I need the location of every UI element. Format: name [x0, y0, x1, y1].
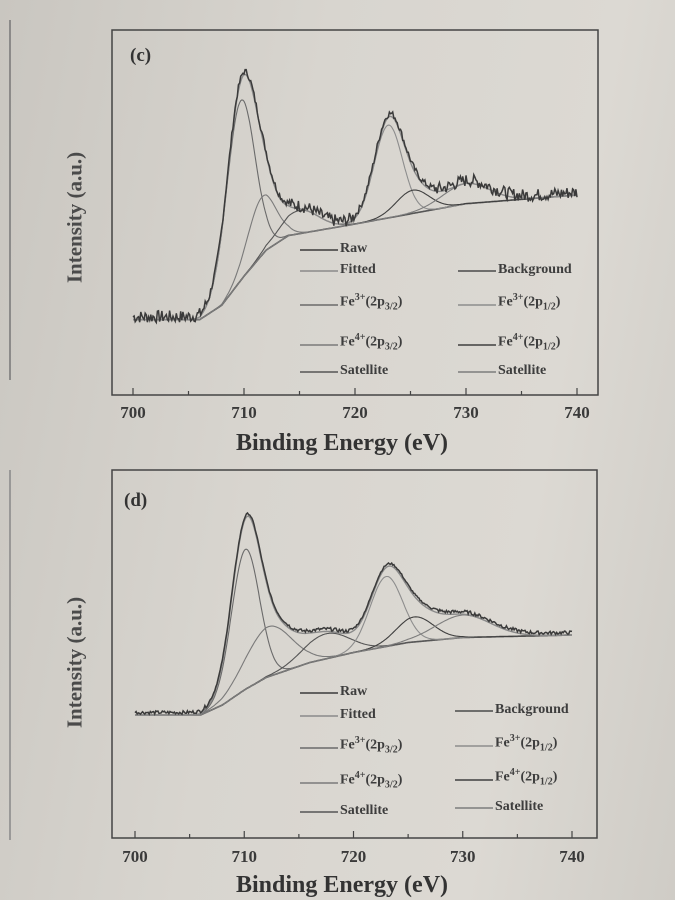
x-tick-label: 720 [341, 847, 367, 866]
x-tick-label: 710 [231, 403, 257, 422]
series-fe3_32 [133, 99, 578, 321]
legend-text-pre: (2p [520, 735, 540, 751]
legend-entry-fe4_12: Fe4+(2p1/2) [495, 767, 557, 787]
legend-text-sub: 3/2 [384, 301, 398, 313]
x-tick-label: 700 [120, 403, 146, 422]
legend-text-pre: (2p [365, 772, 385, 788]
x-tick-label: 720 [342, 403, 368, 422]
legend-text-base: Fitted [340, 707, 376, 722]
legend-text-post: ) [397, 737, 403, 753]
legend-text-post: ) [397, 334, 403, 350]
legend-text-sup: 3+ [509, 733, 521, 744]
x-tick-label: 740 [564, 403, 590, 422]
legend-text-post: ) [552, 735, 558, 751]
x-tick-label: 740 [559, 847, 585, 866]
legend-text-sub: 1/2 [539, 776, 553, 788]
legend-text-base: Background [498, 262, 572, 277]
series-raw [134, 511, 573, 716]
legend-text-sup: 3+ [354, 292, 366, 303]
legend-text-base: Fe [498, 334, 513, 350]
legend-text-post: ) [555, 334, 561, 350]
legend-text-post: ) [397, 294, 403, 310]
legend-entry-fe3_12: Fe3+(2p1/2) [498, 292, 560, 312]
legend-entry-fe4_32: Fe4+(2p3/2) [340, 770, 402, 790]
legend-entry-fe3_32: Fe3+(2p3/2) [340, 735, 402, 755]
legend-text-pre: (2p [365, 737, 385, 753]
legend-text-sub: 1/2 [539, 742, 553, 754]
plot-frame [111, 469, 598, 839]
legend-text-base: Satellite [340, 803, 389, 818]
legend-text-sub: 1/2 [542, 341, 556, 353]
legend-entry-fitted: Fitted [340, 707, 376, 723]
legend-entry-fe3_32: Fe3+(2p3/2) [340, 292, 402, 312]
panel-label: (c) [130, 45, 152, 66]
series-fe4_12 [135, 616, 572, 716]
y-axis-label: Intensity (a.u.) [62, 151, 87, 284]
legend-text-pre: (2p [520, 769, 540, 785]
x-tick-label: 730 [450, 847, 476, 866]
legend-text-post: ) [555, 294, 561, 310]
legend-entry-background: Background [498, 262, 572, 278]
legend-text-pre: (2p [523, 334, 543, 350]
legend-text-post: ) [397, 772, 403, 788]
legend-text-base: Fe [340, 772, 355, 788]
x-tick-label: 710 [232, 847, 258, 866]
legend-text-sup: 3+ [512, 292, 524, 303]
legend-text-sub: 3/2 [384, 341, 398, 353]
legend-text-sup: 4+ [512, 332, 524, 343]
chart-panel-d: 700 710 720 730 740 [111, 469, 598, 866]
legend-entry-sat1: Satellite [340, 363, 388, 379]
legend-text-base: Fe [340, 294, 355, 310]
legend-text-pre: (2p [523, 294, 543, 310]
legend-text-base: Satellite [498, 363, 547, 378]
legend-text-sub: 1/2 [542, 301, 556, 313]
series-raw [132, 68, 578, 325]
legend-entry-fe4_12: Fe4+(2p1/2) [498, 332, 560, 352]
legend-text-base: Fe [495, 769, 510, 785]
legend-text-pre: (2p [365, 294, 385, 310]
legend-entry-sat2: Satellite [498, 363, 546, 379]
x-axis-label: Binding Energy (eV) [236, 430, 449, 456]
legend-entry-raw: Raw [340, 241, 367, 257]
legend-text-base: Fe [340, 334, 355, 350]
legend-entry-fitted: Fitted [340, 262, 376, 278]
series-fe3_12 [133, 124, 578, 321]
x-tick-label: 700 [122, 847, 148, 866]
legend-text-post: ) [552, 769, 558, 785]
legend-entry-raw: Raw [340, 684, 367, 700]
legend-text-sup: 4+ [354, 770, 366, 781]
legend-text-base: Fe [340, 737, 355, 753]
legend-text-base: Fe [498, 294, 513, 310]
legend-text-base: Background [495, 702, 569, 717]
legend-text-pre: (2p [365, 334, 385, 350]
legend-entry-fe3_12: Fe3+(2p1/2) [495, 733, 557, 753]
legend-text-base: Raw [340, 684, 368, 699]
legend-text-sup: 4+ [354, 332, 366, 343]
legend-entry-sat1: Satellite [340, 803, 388, 819]
legend-entry-fe4_32: Fe4+(2p3/2) [340, 332, 402, 352]
panel-label: (d) [124, 490, 148, 511]
legend-text-base: Fitted [340, 262, 376, 277]
series-fitted [133, 73, 578, 321]
legend-entry-sat2: Satellite [495, 799, 543, 815]
legend-text-sup: 4+ [509, 767, 521, 778]
legend-text-sup: 3+ [354, 735, 366, 746]
legend-entry-background: Background [495, 702, 569, 718]
legend-text-base: Satellite [340, 363, 389, 378]
x-tick-label: 730 [453, 403, 479, 422]
x-axis-label: Binding Energy (eV) [236, 872, 449, 898]
legend-text-sub: 3/2 [384, 744, 398, 756]
legend-text-base: Fe [495, 735, 510, 751]
legend-text-base: Raw [340, 241, 368, 256]
legend-text-base: Satellite [495, 799, 544, 814]
chart-panel-c: 700 710 720 730 740 [111, 29, 599, 422]
y-axis-label: Intensity (a.u.) [62, 596, 87, 729]
legend-text-sub: 3/2 [384, 779, 398, 791]
